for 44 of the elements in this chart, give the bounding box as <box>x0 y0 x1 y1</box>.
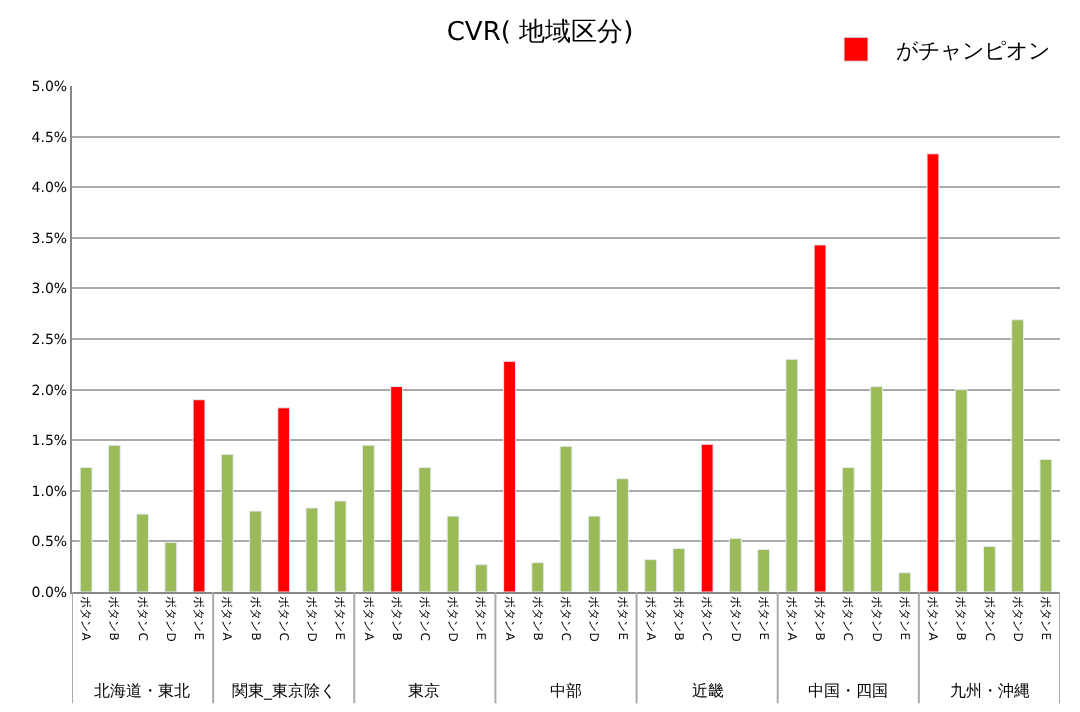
bar <box>305 507 319 592</box>
bar <box>644 559 658 592</box>
bar <box>446 515 460 592</box>
bar <box>700 443 714 592</box>
bar <box>390 386 404 592</box>
bar <box>926 153 940 592</box>
bar <box>474 564 488 592</box>
bar <box>192 399 206 592</box>
bar <box>559 445 573 592</box>
bar <box>277 407 291 592</box>
bar <box>728 537 742 592</box>
bar <box>361 444 375 592</box>
bar <box>333 500 347 592</box>
text: 中国・四国 <box>808 682 888 700</box>
bar <box>79 467 93 592</box>
bar <box>616 478 629 592</box>
bar <box>954 389 968 592</box>
bar <box>983 545 996 592</box>
bar <box>898 572 912 592</box>
bar <box>164 541 178 592</box>
legend-label: がチャンピオン <box>896 37 1050 64</box>
text: 中部 <box>550 682 582 700</box>
bar <box>672 547 686 592</box>
bar <box>1011 319 1025 592</box>
chart-title: CVR( 地域区分) <box>446 17 634 48</box>
bar <box>220 453 234 592</box>
bar <box>503 360 516 592</box>
bar <box>813 244 827 592</box>
bar <box>136 513 149 592</box>
bar <box>249 510 262 592</box>
bar <box>785 358 799 592</box>
bar <box>531 562 545 592</box>
bar <box>418 467 432 592</box>
bar <box>107 444 121 592</box>
text: 東京 <box>408 682 440 700</box>
text: 北海道・東北 <box>94 682 190 700</box>
text: 近畿 <box>692 682 724 700</box>
bar <box>1039 458 1053 592</box>
bar <box>870 386 883 592</box>
text: 関東_東京除く <box>232 682 336 700</box>
bar <box>587 515 601 592</box>
text: 九州・沖縄 <box>950 682 1030 700</box>
bar <box>757 549 771 592</box>
bar <box>841 467 855 592</box>
